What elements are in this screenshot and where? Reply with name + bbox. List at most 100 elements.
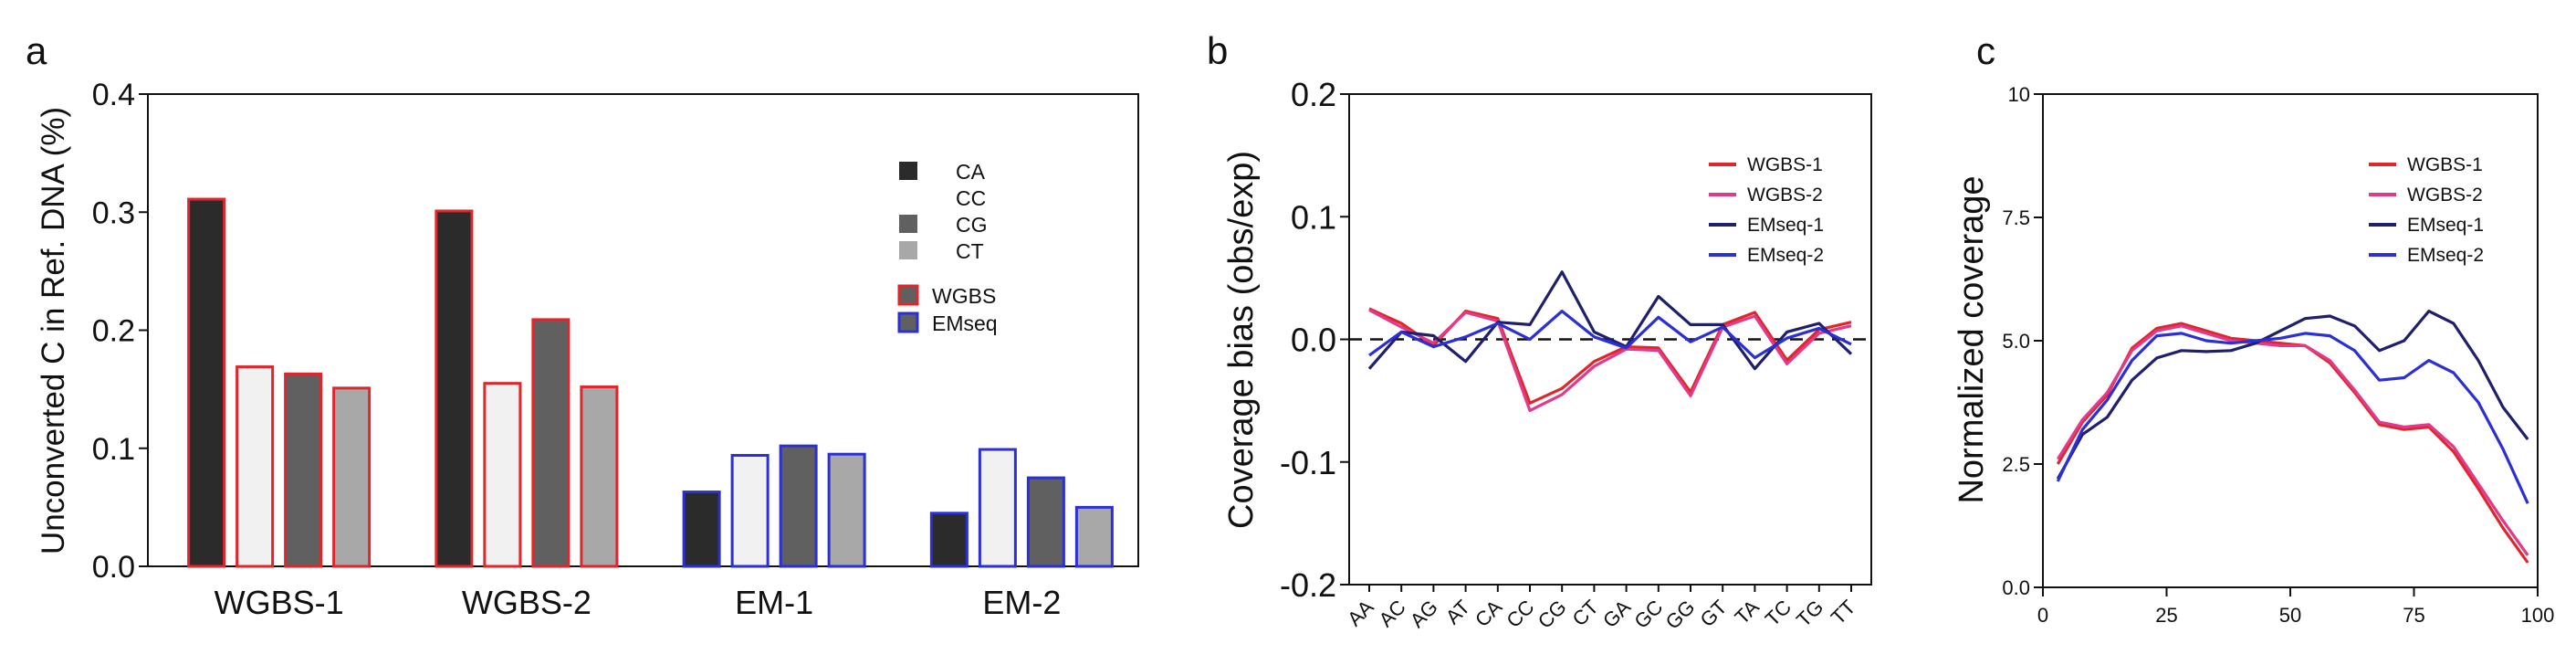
panel-c-legend-label-wgbs-2: WGBS-2 [2407,185,2483,206]
bar-em-2-cg [1026,476,1065,568]
bar-wgbs-1-cc [236,365,275,568]
panel-b-legend-label-wgbs-2: WGBS-2 [1747,185,1823,206]
panel-b-x-tick-label: TC [1761,596,1796,630]
panel-a-y-tick-label: 0.4 [92,78,135,112]
panel-b-x-tick-label: CC [1502,596,1538,632]
panel-c-y-tick-label: 0.0 [2002,576,2030,599]
panel-b-x-tick-label: GC [1629,596,1667,633]
panel-c-legend-label-emseq-2: EMseq-2 [2407,245,2484,266]
panel-b-letter: b [1207,29,1228,72]
legend-label-wgbs: WGBS [932,284,996,308]
panel-c-legend: WGBS-1 WGBS-2 EMseq-1 EMseq-2 [2369,154,2484,266]
panel-b-x-tick-label: AC [1374,596,1409,631]
panel-b-x-tick-label: CG [1534,596,1571,633]
panel-c-y-tick-label: 2.5 [2002,453,2030,476]
legend-swatch-ct [899,241,917,259]
panel-b-y-axis: -0.2 -0.1 0.0 0.1 0.2 [1280,76,1349,604]
panel-b-y-tick-label: 0.0 [1291,322,1336,359]
panel-c-y-axis-label: Normalized coverage [1953,175,1991,503]
legend-label-cc: CC [956,186,986,210]
bar-wgbs-2-ct [580,385,619,568]
series-line-emseq-1 [2056,310,2529,480]
panel-c-x-tick-label: 25 [2155,604,2177,627]
panel-b-x-tick-label: TG [1792,596,1827,631]
panel-b-y-axis-label: Coverage bias (obs/exp) [1222,151,1261,529]
bar-wgbs-1-ct [332,386,372,568]
legend-label-emseq: EMseq [932,311,998,335]
bar-wgbs-2-ca [435,209,474,568]
panel-c-y-tick-label: 7.5 [2002,206,2030,229]
bar-em-1-ct [827,452,866,568]
panel-b-x-tick-label: AG [1406,596,1442,632]
panel-c-y-tick-label: 5.0 [2002,330,2030,353]
legend-swatch-emseq [897,311,919,333]
panel-b-y-tick-label: -0.2 [1280,566,1336,604]
bar-wgbs-1-cg [284,372,323,568]
panel-c-x-tick-label: 0 [2037,604,2048,627]
bar-em-2-ca [929,512,969,568]
panel-c-x-tick-label: 100 [2521,604,2555,627]
bar-em-1-ca [682,491,721,568]
bar-em-1-cc [730,454,770,568]
series-line-wgbs-1 [1368,307,1852,405]
panel-a-y-axis-label: Unconverted C in Ref. DNA (%) [36,107,71,554]
panel-a-y-tick-label: 0.0 [92,550,135,585]
panel-a-chart: 0.0 0.1 0.2 0.3 0.4 WGBS-1 WGBS-2 EM-1 EM-2 Unc… [36,78,1139,621]
panel-b-legend-label-emseq-2: EMseq-2 [1747,245,1824,266]
series-line-emseq-1 [1367,270,1853,371]
panel-c-y-tick-label: 10 [2008,83,2030,106]
bar-wgbs-2-cg [531,318,571,568]
panel-c-x-tick-label: 75 [2403,604,2424,627]
bar-em-1-cg [779,444,818,568]
legend-label-ca: CA [956,160,986,184]
panel-a-letter: a [26,29,47,72]
panel-a-x-tick-label: WGBS-2 [462,584,592,621]
panel-a-x-tick-label: EM-1 [735,584,813,621]
panel-a-y-tick-label: 0.1 [92,432,135,467]
panel-b-series [1367,270,1853,412]
panel-b-chart: -0.2 -0.1 0.0 0.1 0.2 AAACAGATCACCCGCTGAGCGG… [1222,76,1872,634]
panel-b-x-tick-label: AT [1441,596,1474,628]
panel-c-letter: c [1976,29,1995,72]
panel-c-legend-label-wgbs-1: WGBS-1 [2407,154,2483,175]
series-line-emseq-2 [1368,310,1852,360]
legend-label-ct: CT [956,239,984,263]
panel-a-x-tick-label: WGBS-1 [215,584,344,621]
panel-b-x-tick-label: GA [1598,596,1635,632]
panel-c-x-axis: 0 25 50 75 100 [2037,587,2554,627]
panel-b-legend-label-emseq-1: EMseq-1 [1747,215,1824,236]
bar-wgbs-2-cc [483,382,522,568]
panel-b-x-tick-label: CA [1471,596,1507,632]
series-line-wgbs-2 [1368,308,1852,412]
series-line-wgbs-2 [2056,324,2529,556]
panel-b-x-tick-label: CT [1568,596,1603,630]
panel-b-x-tick-label: AA [1343,596,1378,631]
series-line-emseq-2 [2056,332,2529,504]
panel-b-x-tick-label: GT [1695,596,1731,631]
panel-b-x-tick-label: GG [1661,596,1700,634]
legend-swatch-cg [899,215,917,233]
panel-b-x-tick-label: TT [1827,596,1860,629]
panel-a-y-axis: 0.0 0.1 0.2 0.3 0.4 [92,78,148,585]
panel-b-y-tick-label: -0.1 [1280,444,1336,481]
panel-b-legend-label-wgbs-1: WGBS-1 [1747,154,1823,175]
bar-em-2-cc [978,448,1017,568]
panel-a-x-axis: WGBS-1 WGBS-2 EM-1 EM-2 [215,584,1062,621]
panel-c-y-axis: 0.0 2.5 5.0 7.5 10 [2002,83,2043,599]
bar-em-2-ct [1074,505,1114,568]
panel-c-chart: 0.0 2.5 5.0 7.5 10 0 25 50 75 100 Normalized cov… [1953,83,2554,627]
panel-b-x-tick-label: TA [1731,596,1764,629]
panel-b-y-tick-label: 0.2 [1291,76,1336,113]
bar-wgbs-1-ca [187,197,226,568]
legend-swatch-wgbs [897,284,919,306]
panel-a-x-tick-label: EM-2 [982,584,1061,621]
panel-a-y-tick-label: 0.2 [92,314,135,349]
panel-a-bars [187,197,1114,568]
panel-c-series [2056,310,2529,564]
panel-b-legend: WGBS-1 WGBS-2 EMseq-1 EMseq-2 [1709,154,1824,266]
panel-c-x-tick-label: 50 [2279,604,2301,627]
legend-swatch-ca [899,162,917,180]
